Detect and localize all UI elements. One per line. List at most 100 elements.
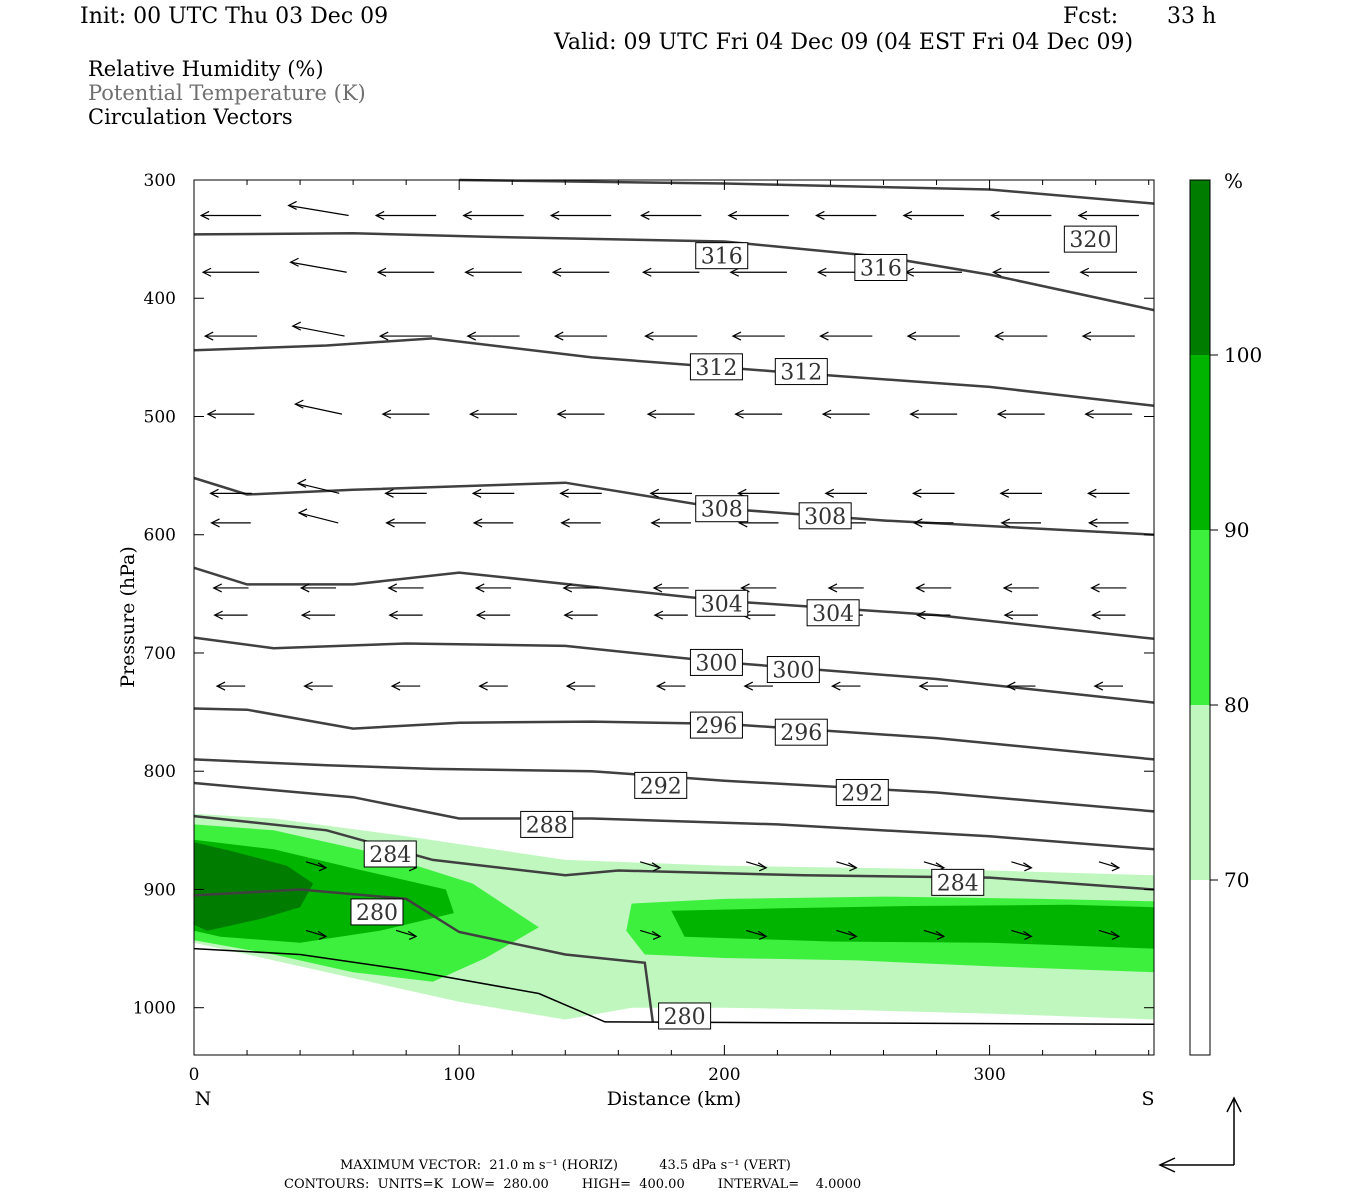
colorbar-level-label: 70	[1224, 868, 1249, 892]
y-tick-label: 300	[144, 171, 176, 191]
vector-head	[646, 409, 657, 419]
vector-head	[1091, 610, 1101, 620]
contour-label: 280	[664, 1005, 706, 1030]
reference-vector	[1158, 1096, 1242, 1173]
vector-head	[653, 610, 664, 620]
vector-head	[1110, 930, 1121, 940]
colorbar-unit: %	[1224, 169, 1243, 193]
vector-head	[909, 409, 919, 419]
vector-head	[199, 210, 210, 221]
vector-shaft	[298, 512, 339, 524]
vector-head	[1087, 518, 1098, 528]
vector-shaft	[639, 929, 661, 937]
contour-label: 316	[701, 245, 743, 270]
vector-shaft	[305, 929, 327, 937]
vector-head	[649, 488, 660, 498]
contour-label: 320	[1069, 228, 1111, 253]
theta-292-contour	[193, 758, 1155, 813]
vector-head	[1079, 267, 1090, 277]
contour-label: 288	[526, 813, 568, 838]
x-tick-label: 300	[973, 1065, 1005, 1085]
vector-shaft	[836, 929, 857, 937]
vector-head	[407, 930, 418, 940]
vector-head	[565, 681, 576, 691]
contour-info: CONTOURS: UNITS=K LOW= 280.00 HIGH= 400.…	[284, 1177, 862, 1192]
vector-head	[1086, 488, 1097, 498]
legend-circulation-vectors: Circulation Vectors	[88, 105, 293, 129]
vector-head	[911, 488, 922, 498]
vector-head	[651, 862, 662, 872]
contour-label: 308	[804, 505, 846, 530]
x-tick-label: 200	[708, 1065, 740, 1085]
rh-100-region	[194, 842, 314, 931]
vector-head	[551, 267, 562, 277]
vector-head	[731, 331, 742, 341]
contour-label-box	[774, 358, 828, 386]
vector-head	[475, 610, 486, 620]
vector-shaft	[746, 929, 767, 937]
vector-shaft	[746, 861, 767, 869]
contour-label: 292	[640, 774, 682, 799]
vector-head	[300, 610, 311, 620]
endpoint-south: S	[1141, 1088, 1154, 1110]
contour-label-box	[695, 589, 749, 617]
theta-304-contour	[193, 566, 1155, 641]
vector-head	[757, 862, 768, 872]
vector-head	[317, 930, 328, 940]
contour-label: 304	[701, 592, 743, 617]
vector-head	[390, 681, 401, 691]
vector-head	[1084, 409, 1094, 419]
vector-head	[651, 930, 662, 940]
contour-label-box	[634, 771, 688, 799]
vector-head	[478, 681, 488, 691]
vector-head	[289, 257, 299, 267]
vector-shaft	[297, 482, 340, 494]
contour-label-box	[363, 840, 417, 868]
humidity-fills	[194, 813, 1154, 1020]
theta-320-contour	[459, 178, 1155, 205]
vector-head	[556, 409, 567, 419]
vector-head	[902, 210, 913, 221]
vector-head	[215, 681, 226, 691]
vector-head	[1000, 518, 1011, 528]
vector-shaft	[395, 929, 417, 937]
valid-time: Valid: 09 UTC Fri 04 Dec 09 (04 EST Fri …	[554, 30, 1134, 55]
axes: 0 100 200 300 300 400 500 600 700 800 900 1000	[133, 171, 1154, 1085]
y-tick-label: 500	[144, 407, 176, 427]
vector-head	[563, 610, 573, 620]
contour-label: 280	[356, 901, 398, 926]
contour-label: 312	[695, 356, 737, 381]
vector-head	[464, 267, 474, 277]
endpoint-north: N	[195, 1088, 212, 1110]
vector-head	[1090, 583, 1100, 593]
contour-label: 284	[369, 843, 411, 868]
theta-300-contour	[193, 636, 1155, 704]
theta-contours	[193, 178, 1155, 1026]
vector-head	[387, 583, 398, 593]
vector-head	[848, 862, 858, 872]
contour-label-box	[689, 648, 743, 676]
vector-head	[935, 930, 946, 940]
theta-280-contour	[193, 888, 655, 1023]
vector-head	[374, 210, 385, 221]
contour-label-box	[774, 718, 828, 746]
legend-potential-temperature: Potential Temperature (K)	[88, 81, 366, 105]
vector-shaft	[836, 861, 857, 869]
vector-head	[206, 409, 217, 419]
vector-shaft	[1098, 861, 1120, 869]
contour-label: 300	[695, 651, 737, 676]
colorbar-segment-below-70	[1190, 880, 1210, 1055]
contour-label-box	[520, 810, 574, 838]
vector-head	[644, 331, 654, 341]
vector-head	[918, 681, 929, 691]
colorbar-segment-100-plus	[1190, 180, 1210, 355]
colorbar-segment-80	[1190, 530, 1210, 705]
vector-head	[297, 508, 308, 518]
vector-head	[650, 518, 661, 528]
contour-label: 304	[812, 602, 854, 627]
vector-head	[815, 210, 825, 221]
vector-head	[729, 267, 740, 277]
vector-head	[385, 518, 395, 528]
vector-head	[848, 930, 858, 940]
contour-label-box	[835, 779, 889, 806]
